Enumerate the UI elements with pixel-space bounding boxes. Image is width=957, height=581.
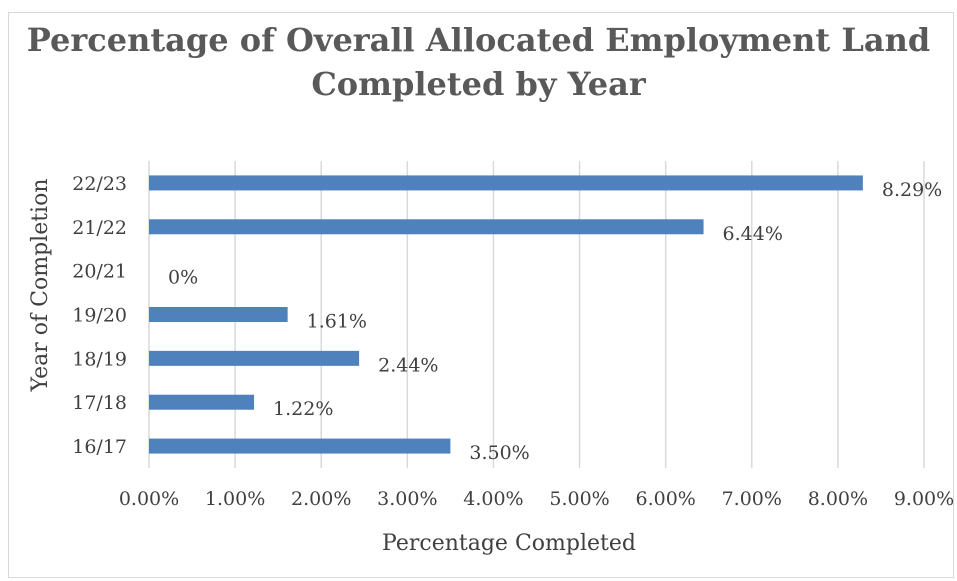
x-tick-label: 4.00%: [463, 488, 523, 510]
chart-title-line-1: Percentage of Overall Allocated Employme…: [26, 21, 931, 59]
x-tick-label: 6.00%: [635, 488, 695, 510]
bar: [149, 350, 360, 366]
y-axis: 16/17 17/18 18/19 19/20 20/21 21/22 22/23: [72, 173, 127, 458]
bar: [149, 219, 704, 235]
data-labels: 3.50% 1.22% 2.44% 1.61% 0% 6.44% 8.29%: [168, 179, 942, 464]
data-label: 0%: [168, 267, 198, 289]
bar: [149, 175, 863, 191]
y-tick-label: 20/21: [72, 261, 127, 283]
x-axis: 0.00% 1.00% 2.00% 3.00% 4.00% 5.00% 6.00% 7.00%…: [119, 488, 954, 510]
data-label: 6.44%: [723, 223, 783, 245]
gridlines: [148, 161, 925, 468]
y-axis-title: Year of Completion: [28, 178, 53, 392]
y-tick-label: 18/19: [72, 348, 127, 370]
x-tick-label: 1.00%: [205, 488, 265, 510]
chart-title: Percentage of Overall Allocated Employme…: [0, 18, 957, 106]
data-label: 1.22%: [273, 398, 333, 420]
chart-area: [8, 12, 954, 578]
x-tick-label: 9.00%: [894, 488, 954, 510]
y-tick-label: 17/18: [72, 392, 127, 414]
y-tick-label: 16/17: [72, 436, 127, 458]
x-tick-label: 8.00%: [808, 488, 868, 510]
y-tick-label: 19/20: [72, 305, 127, 327]
data-label: 1.61%: [307, 311, 367, 333]
x-tick-label: 3.00%: [377, 488, 437, 510]
x-tick-label: 7.00%: [722, 488, 782, 510]
bar: [149, 438, 451, 454]
y-tick-label: 22/23: [72, 173, 127, 195]
data-label: 8.29%: [882, 179, 942, 201]
x-tick-label: 5.00%: [549, 488, 609, 510]
y-tick-label: 21/22: [72, 217, 127, 239]
bar: [149, 307, 288, 322]
x-tick-label: 2.00%: [291, 488, 351, 510]
x-axis-title: Percentage Completed: [382, 531, 636, 556]
x-tick-label: 0.00%: [119, 488, 179, 510]
data-label: 2.44%: [378, 354, 438, 376]
chart-title-line-2: Completed by Year: [311, 65, 646, 103]
data-label: 3.50%: [469, 442, 529, 464]
bar: [149, 394, 255, 410]
bar-series: [149, 175, 863, 454]
